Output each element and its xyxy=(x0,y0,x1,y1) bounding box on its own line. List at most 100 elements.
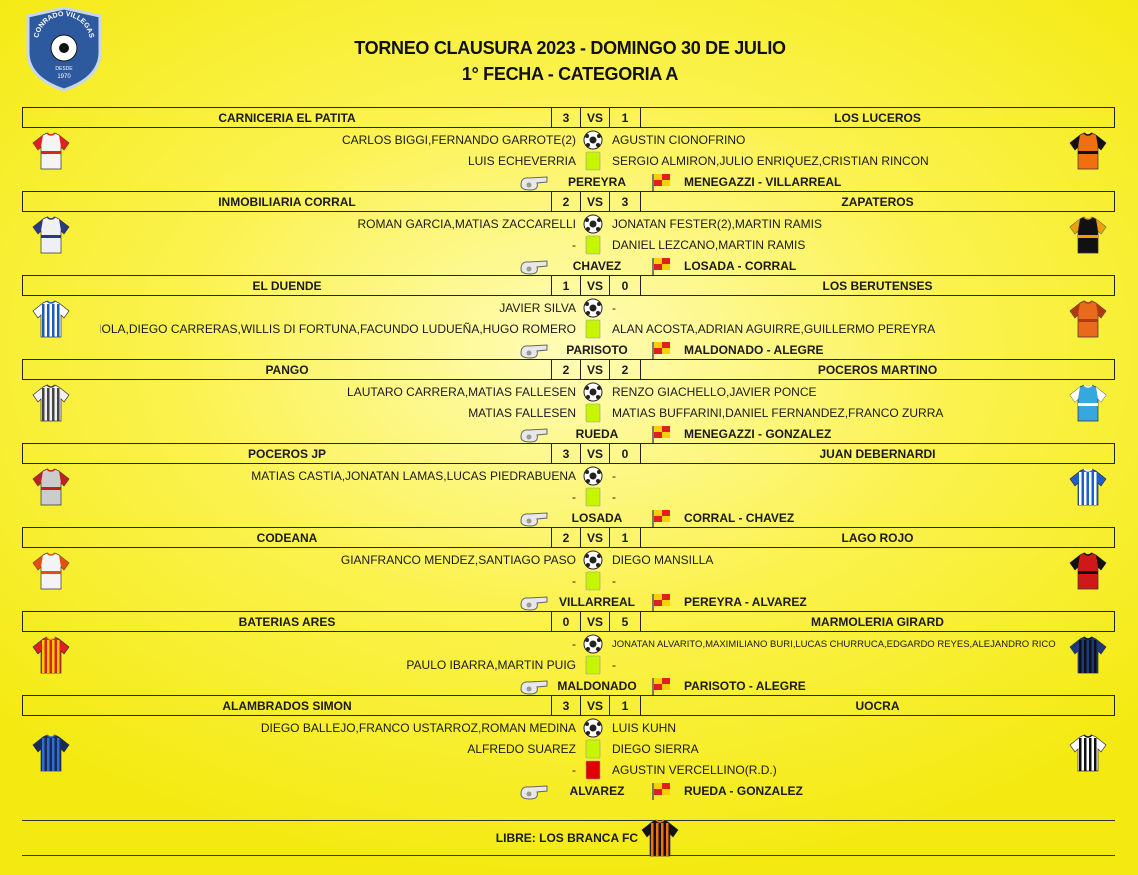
away-score: 0 xyxy=(609,443,641,464)
title: TORNEO CLAUSURA 2023 - DOMINGO 30 DE JUL… xyxy=(354,38,786,58)
whistle-icon-part xyxy=(520,512,548,527)
ball-icon-part xyxy=(597,638,601,642)
versus: VS xyxy=(580,275,610,296)
yellow-card-icon-part xyxy=(585,655,601,675)
team-shirt-part xyxy=(42,640,45,673)
goal-scorers-away: - xyxy=(612,469,616,483)
ball-icon-part xyxy=(586,311,590,315)
team-shirt-part xyxy=(41,151,61,154)
team-shirt-part xyxy=(1070,555,1106,570)
team-shirt-part xyxy=(1089,738,1092,771)
yellow-card-icon-part xyxy=(585,403,601,423)
referee: LOSADA xyxy=(571,511,623,525)
goal-scorers-home: JAVIER SILVA xyxy=(499,301,576,315)
team-shirt-part xyxy=(47,738,50,771)
ball-icon xyxy=(583,466,603,486)
whistle-icon-part xyxy=(520,260,548,275)
goal-scorers-away: - xyxy=(612,301,616,315)
flag-icon-part xyxy=(654,180,662,186)
goal-scorers-home: - xyxy=(572,637,576,651)
ball-icon-part xyxy=(589,640,597,648)
team-shirt-part xyxy=(1083,552,1093,556)
ball-icon-part xyxy=(589,724,597,732)
ball-icon-part xyxy=(596,311,600,315)
goal-scorers-away: LUIS KUHN xyxy=(612,721,677,735)
logo-year: 1970 xyxy=(57,74,71,80)
flag-icon-part xyxy=(662,264,670,270)
home-team: EL DUENDE xyxy=(22,275,552,296)
ball-icon xyxy=(583,214,603,234)
flag-icon-part xyxy=(654,258,662,264)
team-shirt-part xyxy=(1083,636,1093,640)
home-team: BATERIAS ARES xyxy=(22,611,552,632)
team-shirt-part xyxy=(1083,734,1093,738)
goal-scorers-away: JONATAN FESTER(2),MARTIN RAMIS xyxy=(612,217,823,231)
versus: VS xyxy=(580,191,610,212)
ball-icon-part xyxy=(597,218,601,222)
team-shirt-part xyxy=(1083,300,1093,304)
ball-icon xyxy=(583,634,603,654)
ball-icon xyxy=(583,382,603,402)
away-team: LOS BERUTENSES xyxy=(640,275,1115,296)
yellow-cards-away: ALAN ACOSTA,ADRIAN AGUIRRE,GUILLERMO PER… xyxy=(612,322,936,336)
yellow-card-icon xyxy=(585,151,601,171)
team-shirt-part xyxy=(1089,472,1092,505)
flag-icon-part xyxy=(654,174,662,180)
team-shirt xyxy=(1069,384,1107,422)
team-shirt-part xyxy=(47,388,50,421)
team-shirt xyxy=(641,819,679,857)
referee: PEREYRA xyxy=(567,175,626,189)
referee: CHAVEZ xyxy=(572,259,622,273)
ball-icon-part xyxy=(596,479,600,483)
whistle-icon-part xyxy=(520,785,548,800)
away-team: JUAN DEBERNARDI xyxy=(640,443,1115,464)
team-shirt-part xyxy=(46,384,56,388)
team-shirt-part xyxy=(1078,403,1098,406)
team-shirt-part xyxy=(1084,472,1087,505)
team-shirt-part xyxy=(1083,384,1093,388)
flag-icon xyxy=(652,678,670,695)
versus: VS xyxy=(580,359,610,380)
ball-icon-part xyxy=(585,554,589,558)
ball-icon xyxy=(583,298,603,318)
whistle-icon xyxy=(520,680,548,695)
ball-icon-part xyxy=(589,388,597,396)
whistle-icon xyxy=(520,785,548,800)
away-team: ZAPATEROS xyxy=(640,191,1115,212)
flag-icon-part xyxy=(654,594,662,600)
home-team: PANGO xyxy=(22,359,552,380)
away-team: LOS LUCEROS xyxy=(640,107,1115,128)
team-shirt-part xyxy=(651,823,654,856)
divider xyxy=(22,820,1115,821)
team-shirt-part xyxy=(52,304,55,337)
goal-scorers-home: GIANFRANCO MENDEZ,SANTIAGO PASO xyxy=(340,553,576,567)
yellow-card-icon-part xyxy=(585,235,601,255)
team-shirt-part xyxy=(666,823,669,856)
flag-icon-part xyxy=(662,516,670,522)
flag-icon-part xyxy=(662,678,670,684)
ball-icon-part xyxy=(585,386,589,390)
flag-icon-part xyxy=(662,783,670,789)
ball-icon-part xyxy=(597,470,601,474)
whistle-icon xyxy=(520,596,548,611)
flag-icon-part xyxy=(654,516,662,522)
versus: VS xyxy=(580,107,610,128)
goal-scorers-away: DIEGO MANSILLA xyxy=(612,553,714,567)
goal-scorers-home: CARLOS BIGGI,FERNANDO GARROTE(2) xyxy=(341,133,576,147)
away-team: LAGO ROJO xyxy=(640,527,1115,548)
away-score: 5 xyxy=(609,611,641,632)
team-shirt-part xyxy=(33,219,69,234)
whistle-icon-part xyxy=(520,596,548,611)
whistle-icon-part xyxy=(526,791,532,797)
team-shirt-part xyxy=(42,388,45,421)
flag-icon-part xyxy=(654,678,662,684)
flag-icon-part xyxy=(654,348,662,354)
team-shirt-part xyxy=(57,304,60,337)
team-shirt-part xyxy=(46,734,56,738)
flag-icon-part xyxy=(654,426,662,432)
away-score: 1 xyxy=(609,107,641,128)
team-shirt-part xyxy=(57,640,60,673)
goal-scorers-home: DIEGO BALLEJO,FRANCO USTARROZ,ROMAN MEDI… xyxy=(260,721,576,735)
team-shirt-part xyxy=(656,823,659,856)
ball-icon-part xyxy=(586,479,590,483)
